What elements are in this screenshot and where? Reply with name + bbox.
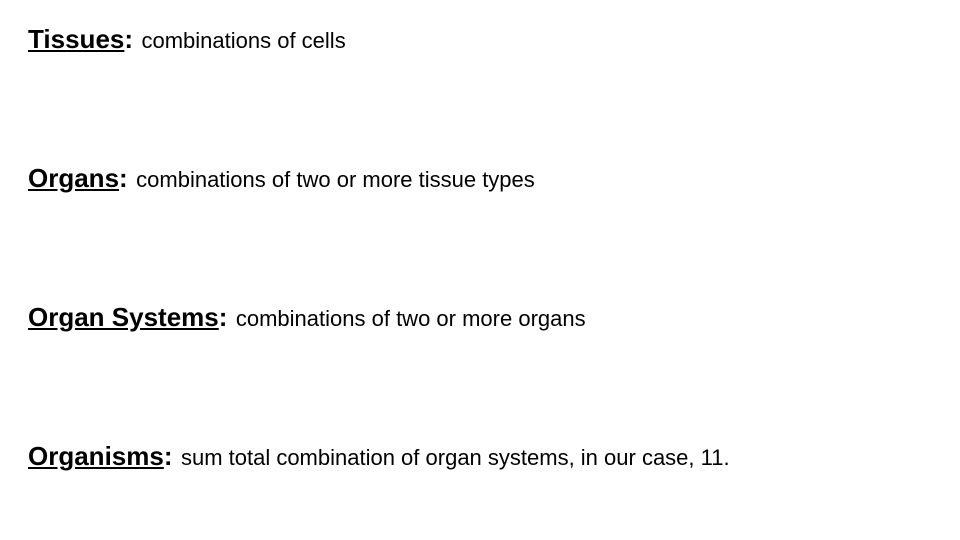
definition-row: Organisms: sum total combination of orga… — [28, 441, 932, 472]
term-colon: : — [119, 163, 128, 193]
term-definition: combinations of two or more tissue types — [136, 167, 535, 192]
term-label: Organisms — [28, 441, 164, 471]
definition-row: Organ Systems: combinations of two or mo… — [28, 302, 932, 333]
term-definition: combinations of cells — [141, 28, 345, 53]
term-colon: : — [164, 441, 173, 471]
term-colon: : — [219, 302, 228, 332]
definition-row: Organs: combinations of two or more tiss… — [28, 163, 932, 194]
term-colon: : — [124, 24, 133, 54]
term-label: Organs — [28, 163, 119, 193]
term-definition: combinations of two or more organs — [236, 306, 586, 331]
definition-list: Tissues: combinations of cells Organs: c… — [28, 24, 932, 472]
term-label: Organ Systems — [28, 302, 219, 332]
definition-row: Tissues: combinations of cells — [28, 24, 932, 55]
term-definition: sum total combination of organ systems, … — [181, 445, 730, 470]
term-label: Tissues — [28, 24, 124, 54]
